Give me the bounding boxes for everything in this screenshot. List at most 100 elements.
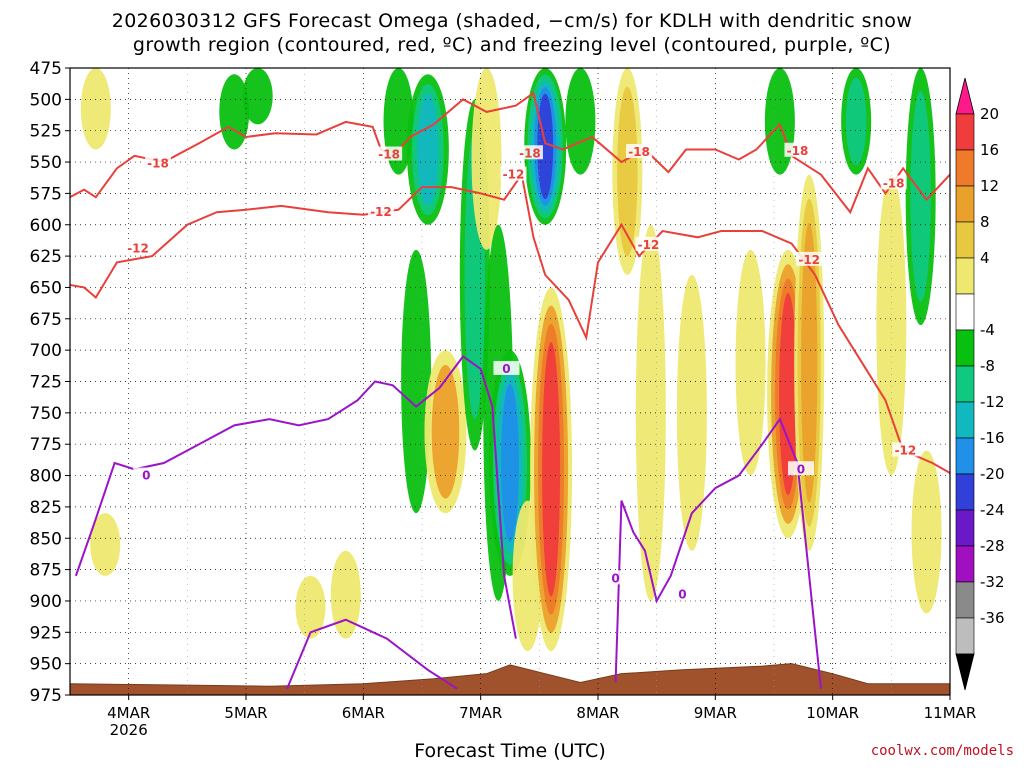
colorbar-segment (955, 545, 975, 583)
y-tick-label: 950 (30, 655, 62, 675)
y-tick-label: 925 (30, 623, 62, 643)
contour-label-bg (880, 175, 907, 190)
colorbar-segment (955, 401, 975, 439)
omega-cell (219, 74, 250, 150)
colorbar-tick-label: 16 (980, 141, 999, 159)
contour-label-bg (669, 586, 696, 601)
contour-label-bg (493, 360, 520, 375)
y-tick-label: 600 (30, 216, 62, 236)
contour-label: -12 (370, 205, 392, 219)
contour-label: -12 (798, 253, 820, 267)
contour-label: -18 (147, 156, 169, 170)
omega-feature (80, 68, 111, 150)
omega-feature (764, 68, 795, 175)
omega-feature (330, 550, 361, 639)
omega-cell (431, 364, 460, 499)
colorbar-tick-label: -12 (980, 393, 1005, 411)
colorbar-segment (955, 293, 975, 331)
colorbar-tick-label: -32 (980, 573, 1005, 591)
x-tick-label: 9MAR (694, 704, 737, 722)
omega-cell (845, 77, 867, 165)
y-tick-label: 625 (30, 247, 62, 267)
contour-label: 0 (611, 571, 619, 585)
contour-label-bg (376, 146, 403, 161)
omega-feature (219, 74, 250, 150)
y-tick-label: 800 (30, 467, 62, 487)
omega-cell (876, 174, 907, 476)
omega-cell (910, 91, 931, 302)
contour-label-bg (133, 467, 160, 482)
omega-cell (80, 68, 111, 150)
omega-cell (537, 93, 554, 200)
colorbar-segment (955, 581, 975, 619)
contour-label: -18 (787, 144, 809, 158)
contour-label: -12 (503, 168, 525, 182)
omega-cell (617, 86, 638, 257)
x-axis-label: Forecast Time (UTC) (414, 740, 606, 762)
y-tick-label: 850 (30, 529, 62, 549)
x-tick-label: 4MAR (107, 704, 150, 722)
omega-cell (676, 274, 707, 551)
colorbar-segment (955, 113, 975, 151)
contour-label-bg (602, 570, 629, 585)
y-tick-label: 550 (30, 153, 62, 173)
colorbar-segment (955, 437, 975, 475)
omega-feature (471, 68, 502, 250)
contour-label-bg (787, 461, 814, 476)
omega-feature (90, 513, 121, 576)
y-tick-label: 825 (30, 498, 62, 518)
omega-feature (794, 174, 825, 551)
colorbar-tick-label: 12 (980, 177, 999, 195)
omega-cell (330, 550, 361, 639)
y-tick-label: 650 (30, 278, 62, 298)
omega-cell (911, 450, 942, 614)
omega-feature (242, 68, 273, 125)
contour-label-bg (635, 236, 662, 251)
y-tick-label: 975 (30, 686, 62, 706)
y-tick-label: 575 (30, 184, 62, 204)
omega-cell (735, 249, 766, 476)
omega-cell (242, 68, 273, 125)
colorbar-tick-label: -20 (980, 465, 1005, 483)
contour-label: -18 (519, 146, 541, 160)
contour-label: 0 (797, 462, 805, 476)
omega-feature (876, 174, 907, 476)
x-tick-label: 7MAR (459, 704, 502, 722)
y-tick-label: 775 (30, 435, 62, 455)
contour-label-bg (892, 442, 919, 457)
y-tick-label: 700 (30, 341, 62, 361)
chart-title-line-1: 2026030312 GFS Forecast Omega (shaded, −… (111, 10, 913, 32)
colorbar-top-triangle (955, 77, 975, 115)
colorbar-segment (955, 149, 975, 187)
contour-label: -12 (127, 242, 149, 256)
plot-area: -18 -18 -18 -18 -18 -18 -12 -12 -12 -12 -12 -12 0 0 0 0… (70, 68, 950, 695)
contour-label: -18 (883, 176, 905, 190)
x-tick-sublabel: 2026 (110, 721, 148, 739)
colorbar-segment (955, 365, 975, 403)
omega-feature (406, 74, 449, 225)
omega-feature (424, 350, 467, 514)
omega-feature (676, 274, 707, 551)
contour-label-bg (145, 155, 171, 170)
omega-feature (401, 249, 432, 514)
omega-cell (295, 575, 326, 639)
contour-label-bg (516, 145, 543, 160)
contour-label-bg (796, 251, 823, 266)
freezing-level-contour (614, 417, 822, 689)
colorbar-tick-label: -8 (980, 357, 995, 375)
contour-label: -12 (638, 238, 660, 252)
terrain-fill (70, 663, 950, 695)
colorbar-bottom-triangle (955, 653, 975, 691)
colorbar-tick-label: 4 (980, 249, 990, 267)
contour-label: -18 (628, 145, 650, 159)
contour-label-bg (367, 204, 394, 219)
colorbar-tick-label: -16 (980, 429, 1005, 447)
colorbar-tick-label: -24 (980, 501, 1005, 519)
colorbar-segment (955, 185, 975, 223)
y-tick-label: 475 (30, 59, 62, 79)
contour-label-bg (125, 240, 152, 255)
contour-label-bg (626, 144, 653, 159)
x-tick-label: 8MAR (576, 704, 619, 722)
freezing-level-contour (286, 618, 458, 690)
